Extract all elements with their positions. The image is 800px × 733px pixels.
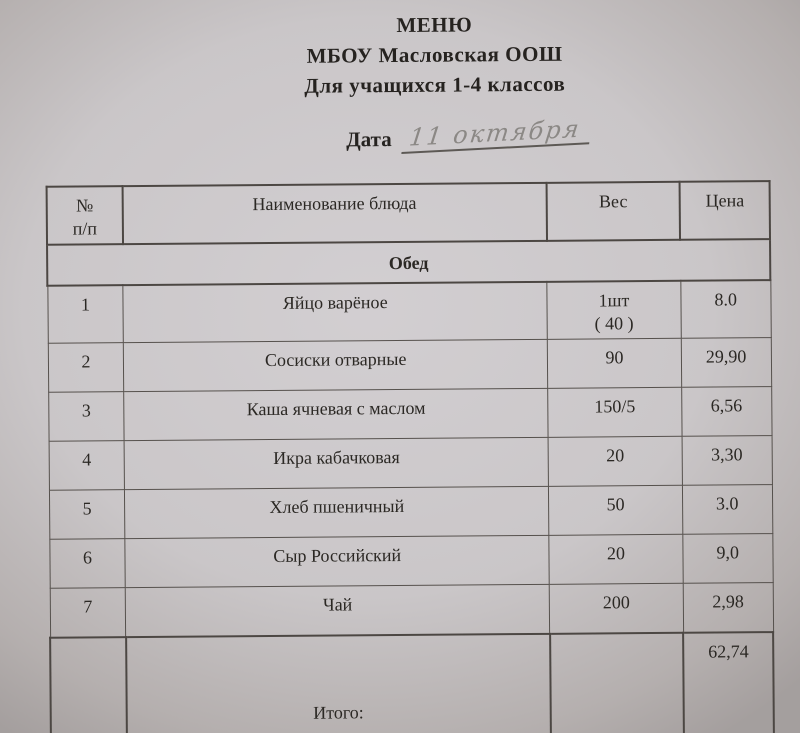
price-cell: 8.0 (680, 280, 771, 339)
row-number-cell: 4 (48, 440, 125, 491)
dish-name-cell: Каша ячневая с маслом (124, 388, 549, 441)
table-row: 1 Яйцо варёное 1шт ( 40 ) 8.0 (47, 280, 771, 344)
dish-name-cell: Сыр Российский (125, 535, 550, 588)
header-num: № п/п (46, 186, 123, 245)
weight-cell: 20 (548, 534, 684, 585)
weight-cell: 20 (548, 436, 683, 487)
row-number-cell: 7 (49, 587, 127, 638)
row-number-cell: 1 (47, 285, 124, 344)
section-row: Обед (47, 239, 771, 286)
date-label: Дата (346, 127, 392, 152)
price-cell: 9,0 (682, 533, 773, 584)
header-price: Цена (679, 181, 771, 240)
price-cell: 29,90 (681, 337, 772, 388)
price-cell: 2,98 (683, 582, 774, 633)
row-number-cell: 6 (49, 538, 126, 589)
row-number-cell: 5 (48, 489, 126, 540)
section-title: Обед (47, 239, 771, 286)
row-number-cell: 2 (47, 342, 125, 393)
document-heading: МЕНЮ МБОУ Масловская ООШ Для учащихся 1-… (0, 0, 798, 103)
price-cell: 3,30 (681, 435, 772, 486)
table-row: 6 Сыр Российский 20 9,0 (49, 533, 773, 589)
price-cell: 6,56 (681, 386, 772, 437)
price-cell: 3.0 (682, 484, 773, 535)
header-weight: Вес (546, 181, 681, 241)
total-empty-num-cell (50, 637, 127, 733)
audience-line: Для учащихся 1-4 классов (304, 71, 566, 98)
date-line: Дата 11 октября (346, 114, 593, 155)
row-number-cell: 3 (48, 391, 125, 442)
menu-table: № п/п Наименование блюда Вес Цена Обед 1… (46, 180, 775, 733)
weight-cell: 1шт ( 40 ) (546, 280, 682, 340)
dish-name-cell: Икра кабачковая (124, 437, 549, 490)
table-header-row: № п/п Наименование блюда Вес Цена (46, 181, 771, 245)
total-price: 62,74 (683, 632, 774, 733)
weight-cell: 50 (548, 485, 683, 536)
dish-name-cell: Сосиски отварные (123, 339, 548, 392)
total-label: Итого: (126, 633, 551, 733)
total-empty-weight-cell (549, 632, 685, 733)
weight-cell: 90 (547, 338, 682, 389)
table-row: 3 Каша ячневая с маслом 150/5 6,56 (48, 386, 772, 442)
dish-name-cell: Чай (125, 584, 550, 638)
dish-name-cell: Хлеб пшеничный (124, 486, 549, 539)
table-row: 7 Чай 200 2,98 (49, 582, 774, 638)
total-row: Итого: 62,74 (50, 632, 774, 733)
table-row: 2 Сосиски отварные 90 29,90 (47, 337, 772, 393)
dish-name-cell: Яйцо варёное (123, 281, 548, 343)
table-row: 4 Икра кабачковая 20 3,30 (48, 435, 772, 491)
header-dish: Наименование блюда (122, 182, 547, 245)
date-handwritten-value: 11 октября (401, 114, 593, 154)
weight-cell: 150/5 (547, 387, 682, 438)
table-row: 5 Хлеб пшеничный 50 3.0 (48, 484, 773, 540)
weight-cell: 200 (549, 583, 684, 634)
